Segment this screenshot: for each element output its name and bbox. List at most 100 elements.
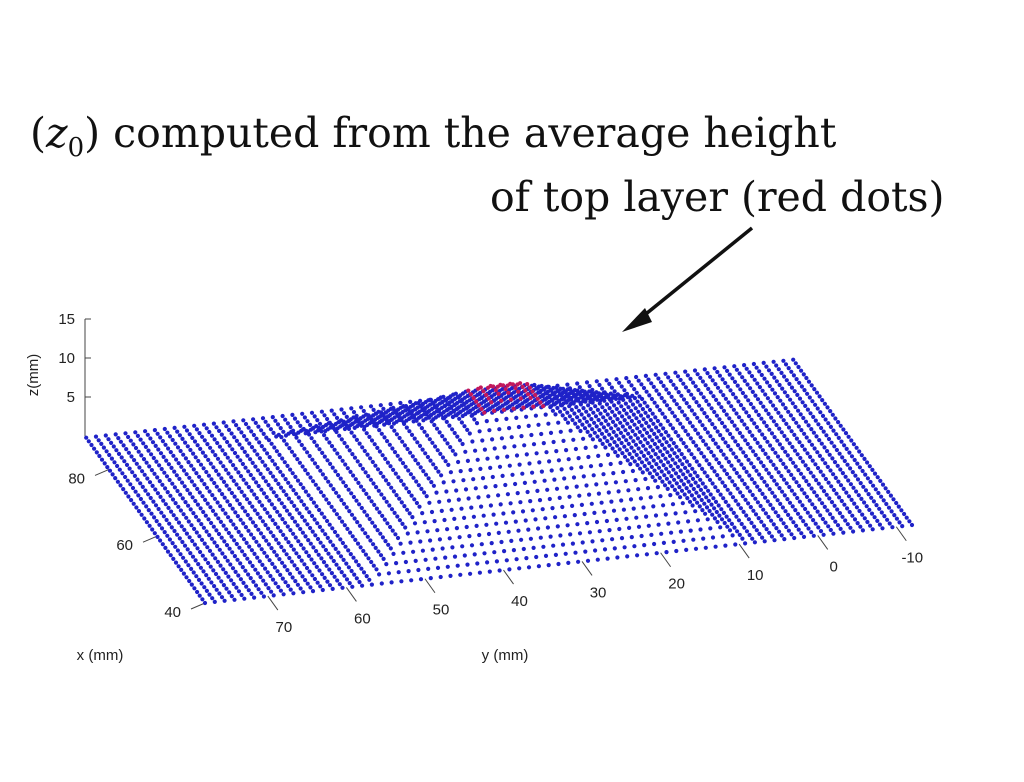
surface-point [841,530,846,535]
surface-point [202,600,208,606]
surface-point [480,438,485,443]
surface-point [297,439,302,444]
surface-point [859,453,864,458]
surface-point [790,401,795,406]
surface-point [625,458,630,463]
surface-point [675,464,681,469]
surface-point [768,459,773,464]
surface-point [592,510,597,515]
surface-point [591,473,596,478]
surface-point [191,510,196,516]
surface-point [232,435,237,440]
surface-point [295,566,300,572]
surface-point [584,409,589,414]
surface-point [681,381,686,386]
surface-point [791,460,796,465]
surface-point [706,402,712,407]
surface-point [93,434,99,439]
surface-point [856,493,861,498]
surface-point [554,395,559,400]
surface-point [330,586,335,592]
surface-point [829,500,835,505]
z-tick-label: 5 [67,389,75,406]
surface-point [603,418,608,423]
surface-point [330,526,335,531]
surface-point [552,402,557,407]
surface-point [836,479,841,484]
surface-point [381,474,386,479]
surface-point [869,495,874,500]
surface-point [758,400,763,405]
surface-point [581,474,586,479]
surface-point [765,499,770,504]
surface-point [241,477,246,482]
surface-point [301,546,306,551]
surface-point [269,589,274,594]
surface-point [427,437,432,442]
surface-point [459,506,464,511]
surface-point [262,550,267,555]
surface-point [364,431,369,436]
surface-point [126,434,131,440]
surface-point [447,423,452,428]
surface-point [826,480,831,485]
surface-point [322,575,327,581]
surface-point [868,479,873,485]
surface-point [284,552,289,557]
surface-point [803,419,809,424]
surface-point [658,449,663,454]
surface-point [319,409,324,414]
top-layer-point [501,383,506,388]
surface-point [158,435,163,440]
surface-point [232,450,238,456]
surface-point [383,456,388,461]
surface-point [507,567,512,572]
surface-point [465,427,470,432]
surface-point [771,419,777,424]
surface-point [206,457,211,462]
surface-point [240,565,245,570]
surface-point [123,490,128,495]
surface-point [769,474,774,480]
top-layer-point [538,400,543,405]
surface-point [197,474,202,479]
surface-point [762,420,767,425]
surface-point [469,505,474,510]
surface-point [686,448,692,453]
surface-point [511,548,516,553]
surface-point [348,530,353,535]
surface-point [170,541,175,546]
surface-point [669,437,674,442]
surface-point [265,570,270,575]
surface-point [233,510,238,515]
surface-point [431,401,436,406]
surface-point [813,402,818,407]
top-layer-point [520,384,525,389]
surface-point [344,561,349,566]
surface-point [230,447,235,452]
surface-point [195,443,200,448]
surface-point [430,547,435,552]
surface-point [763,408,769,413]
surface-point [294,507,299,512]
surface-point [691,396,696,401]
surface-point [689,483,694,488]
surface-point [173,501,178,506]
surface-point [364,491,369,496]
surface-point [433,556,438,561]
surface-point [811,474,816,479]
surface-point [266,482,271,488]
surface-point [252,508,257,513]
surface-point [733,395,738,400]
surface-point [765,396,771,401]
surface-point [113,476,118,481]
surface-point [359,405,364,410]
surface-point [474,421,480,426]
surface-point [788,516,793,521]
surface-point [804,435,809,440]
surface-point [271,474,276,479]
surface-point [902,511,907,517]
surface-point [635,399,640,404]
surface-point [361,548,366,554]
surface-point [687,499,693,504]
